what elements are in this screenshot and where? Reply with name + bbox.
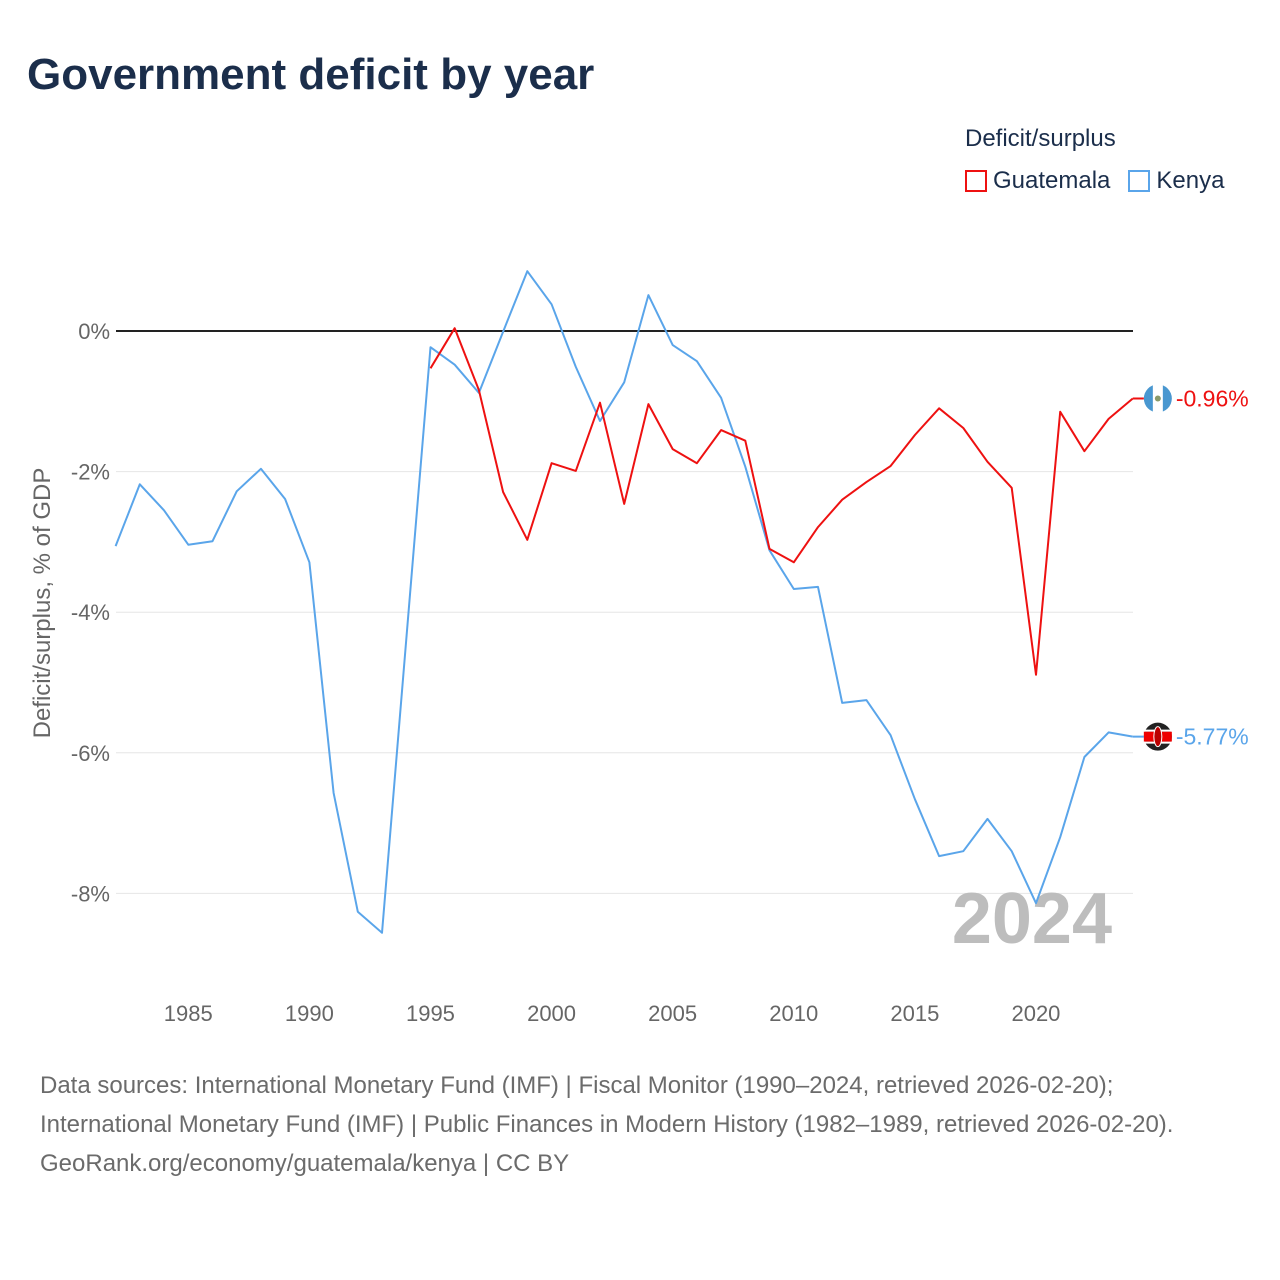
x-tick-label: 2010 [769,1001,818,1026]
series-line-kenya [114,270,1133,934]
x-tick-label: 2020 [1011,1001,1060,1026]
y-tick-label: -2% [71,460,110,485]
x-tick-label: 2015 [890,1001,939,1026]
y-tick-label: -6% [71,741,110,766]
y-axis-label: Deficit/surplus, % of GDP [29,468,56,739]
y-tick-label: -8% [71,881,110,906]
chart-title: Government deficit by year [27,50,595,99]
x-tick-label: 2005 [648,1001,697,1026]
year-watermark: 2024 [952,879,1112,959]
x-tick-label: 1985 [164,1001,213,1026]
y-tick-label: -4% [71,600,110,625]
y-tick-label: 0% [78,319,110,344]
legend-title: Deficit/surplus [965,125,1116,152]
end-value-label-kenya: -5.77% [1176,724,1249,750]
x-tick-label: 1995 [406,1001,455,1026]
legend-swatch-kenya [1128,170,1151,192]
credit-link[interactable]: GeoRank.org/economy/guatemala/kenya | CC… [40,1150,570,1177]
legend-label: Guatemala [993,167,1111,194]
legend-item-kenya[interactable]: Kenya [1128,167,1224,195]
x-tick-label: 2000 [527,1001,576,1026]
legend-swatch-guatemala [965,170,987,192]
x-tick-label: 1990 [285,1001,334,1026]
series-line-guatemala [429,327,1134,676]
footer: Data sources: International Monetary Fun… [40,1066,1240,1183]
flag-icon-guatemala [1143,384,1172,413]
data-sources: Data sources: International Monetary Fun… [40,1072,1174,1138]
flag-icon-kenya [1143,722,1172,751]
legend-label: Kenya [1156,167,1225,194]
legend-item-guatemala[interactable]: Guatemala [965,167,1110,195]
legend: Guatemala Kenya [965,167,1224,195]
end-value-label-guatemala: -0.96% [1176,385,1249,411]
